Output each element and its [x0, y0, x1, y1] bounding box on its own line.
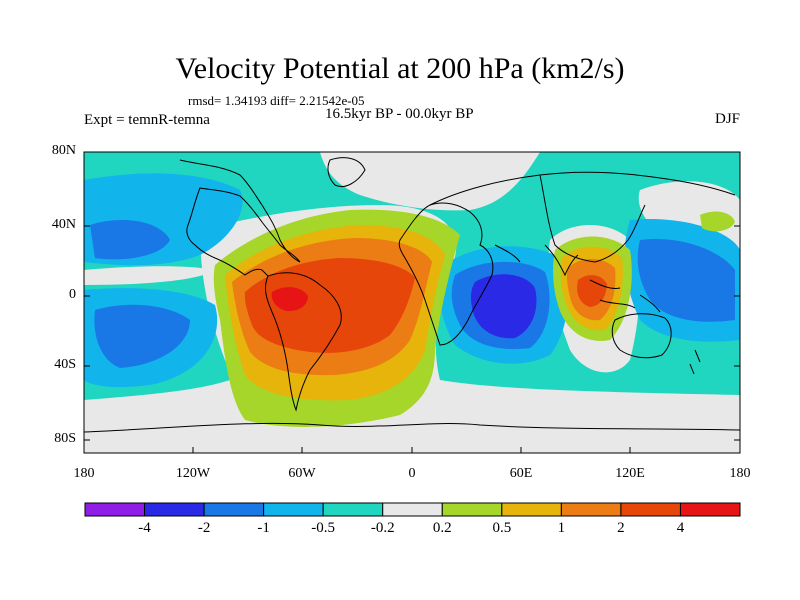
colorbar-swatch — [620, 502, 681, 517]
colorbar-label: -2 — [197, 520, 211, 536]
lat-label-80n: 80N — [51, 143, 76, 158]
colorbar-swatch — [203, 502, 265, 517]
lat-label-0: 0 — [69, 287, 76, 302]
arctic-grey-region — [320, 152, 540, 211]
colorbar-swatch — [679, 502, 741, 517]
colorbar-swatch — [144, 502, 205, 517]
period-label: 16.5kyr BP - 00.0kyr BP — [325, 106, 474, 122]
new-zealand-outline — [689, 349, 701, 375]
colorbar-label: -1 — [257, 520, 270, 536]
colorbar-swatch — [322, 502, 384, 517]
north-america-outline — [179, 159, 301, 277]
colorbar-swatch — [263, 502, 324, 517]
lon-label-180e: 180 — [729, 466, 751, 481]
colorbar-label: -0.2 — [370, 520, 395, 536]
pacific-blue-south — [94, 304, 190, 368]
south-america-outline — [264, 272, 342, 412]
lat-tick-marks — [84, 151, 740, 441]
lon-label-0: 0 — [408, 466, 416, 481]
colorbar-label: 2 — [617, 520, 625, 536]
pacific-blue-north — [90, 220, 170, 260]
lon-label-120w: 120W — [175, 466, 211, 481]
colorbar-swatch — [501, 502, 562, 517]
greenland-outline — [327, 157, 366, 187]
colorbar-label: 0.5 — [492, 520, 512, 536]
lon-label-120e: 120E — [615, 466, 645, 481]
australia-outline — [611, 313, 672, 359]
se-asia-red-orange — [577, 275, 607, 307]
americas-red-orange — [244, 258, 415, 353]
colorbar-label: 0.2 — [432, 520, 452, 536]
colorbar-swatch — [382, 502, 443, 517]
colorbar-label: -0.5 — [311, 520, 336, 536]
colorbar-swatch — [441, 502, 503, 517]
colorbar-label: 4 — [676, 520, 685, 536]
antarctica-outline — [84, 422, 740, 433]
east-pacific-grey — [84, 266, 215, 285]
nw-pacific-small-yellow — [700, 211, 735, 232]
colorbar — [84, 502, 741, 517]
colorbar-label: -4 — [138, 520, 151, 536]
colorbar-swatch — [560, 502, 622, 517]
arabia-india-outline — [494, 244, 579, 277]
indian-dark-blue-core — [470, 274, 537, 339]
lon-label-60e: 60E — [509, 466, 533, 481]
lat-label-40n: 40N — [51, 217, 76, 232]
season-label: DJF — [714, 111, 740, 127]
amazon-red-core — [271, 287, 308, 312]
west-pacific-blue — [637, 239, 735, 322]
lon-tick-marks — [83, 447, 741, 453]
colorbar-swatch — [84, 502, 146, 517]
coastline-layer — [84, 157, 740, 433]
stats-text: rmsd= 1.34193 diff= 2.21542e-05 — [188, 93, 365, 108]
colorbar-label: 1 — [557, 520, 566, 536]
experiment-label: Expt = temnR-temna — [84, 112, 210, 128]
maritime-se-asia-outline — [589, 279, 661, 313]
contour-fill-layer — [84, 152, 740, 453]
lon-label-60w: 60W — [288, 466, 316, 481]
map-title: Velocity Potential at 200 hPa (km2/s) — [175, 52, 625, 85]
lon-label-180w: 180 — [73, 466, 95, 481]
lat-label-40s: 40S — [54, 357, 76, 372]
europe-africa-outline — [398, 202, 494, 346]
eurasia-outline — [429, 171, 736, 263]
lat-label-80s: 80S — [54, 431, 76, 446]
